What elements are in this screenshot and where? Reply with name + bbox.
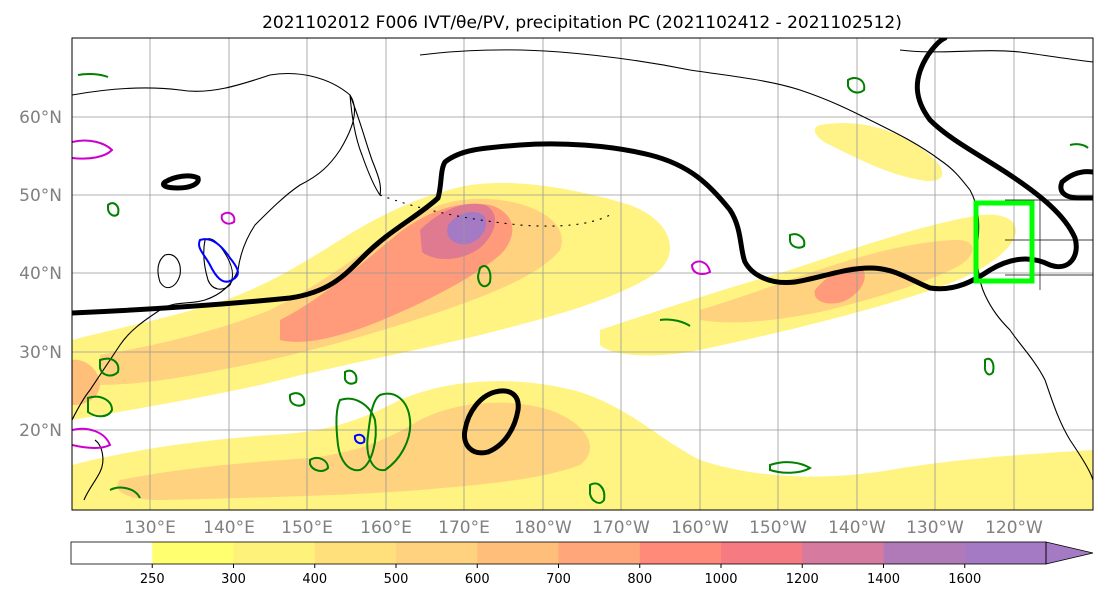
ivt-gulf-alaska <box>814 123 943 182</box>
ivt-core-max <box>447 211 487 245</box>
pv-contour <box>87 395 114 418</box>
colorbar-segment <box>721 542 803 564</box>
coastline-philippines <box>83 439 104 501</box>
colorbar-tick-label: 400 <box>302 572 327 587</box>
colorbar: 250 300 400 500 600 700 800 1000 1200 1400 1600 <box>70 541 1094 587</box>
pv-contours-green <box>77 72 1089 504</box>
pv-contours-blue <box>198 238 366 445</box>
lon-label: 170°E <box>438 518 490 538</box>
colorbar-segment <box>314 542 397 564</box>
lon-label: 160°E <box>360 518 412 538</box>
pv-contour <box>77 72 109 78</box>
lon-label: 170°W <box>592 518 650 538</box>
map-frame <box>71 37 1094 511</box>
ivt-west-edge <box>72 359 100 405</box>
latitude-labels: 60°N 50°N 40°N 30°N 20°N <box>19 108 62 441</box>
lon-label: 140°E <box>203 518 255 538</box>
pv-contour <box>769 461 812 474</box>
colorbar-segment <box>233 542 316 564</box>
lon-label: 150°W <box>749 518 807 538</box>
lon-label: 130°E <box>124 518 176 538</box>
colorbar-segment <box>883 542 966 564</box>
lon-label: 140°W <box>828 518 886 538</box>
lat-label: 40°N <box>19 264 62 284</box>
colorbar-tick-label: 1000 <box>704 572 737 587</box>
pv-contour <box>343 369 358 385</box>
theta-e-east-arc <box>1058 169 1093 201</box>
colorbar-segment <box>477 542 559 564</box>
lat-label: 50°N <box>19 186 62 206</box>
highlight-box <box>973 200 1035 284</box>
ivt-band-east-high <box>814 266 865 304</box>
pv-contour <box>107 202 120 217</box>
colorbar-segment <box>558 542 641 564</box>
pv-contour-magenta <box>72 139 114 160</box>
colorbar-tick-label: 700 <box>546 572 571 587</box>
colorbar-segment <box>396 542 478 564</box>
colorbar-tick-label: 300 <box>221 572 246 587</box>
pv-contour-magenta <box>72 427 112 449</box>
pv-contour <box>847 77 866 94</box>
colorbar-labels: 250 300 400 500 600 700 800 1000 1200 1400 1600 <box>140 564 981 587</box>
pv-contour-magenta <box>690 260 712 275</box>
theta-e-loop-south <box>461 388 521 456</box>
pv-contour <box>366 392 412 472</box>
coastline-korea <box>157 253 181 289</box>
pv-contour <box>99 357 120 377</box>
ivt-band-south-mid <box>117 402 591 500</box>
colorbar-extend-arrow <box>1045 541 1094 565</box>
pv-contour <box>789 233 806 249</box>
colorbar-segment <box>152 542 234 564</box>
pv-contours-magenta <box>72 139 712 449</box>
colorbar-tick-label: 600 <box>465 572 490 587</box>
coastline-kamchatka <box>349 94 382 197</box>
pv-contour <box>335 397 377 472</box>
coastline-asia <box>72 72 355 421</box>
map-panel <box>71 37 1094 511</box>
coastline-alaska <box>419 49 971 191</box>
state-borders <box>1005 199 1093 290</box>
pv-contour <box>289 392 306 407</box>
colorbar-segments <box>71 542 1047 564</box>
theta-e-contours <box>72 38 1093 456</box>
lon-label: 180°W <box>514 518 572 538</box>
pv-contour-blue <box>198 238 239 283</box>
pv-contour <box>1069 143 1089 149</box>
pv-contour <box>589 482 606 504</box>
colorbar-tick-label: 1400 <box>867 572 900 587</box>
lon-label: 150°E <box>281 518 333 538</box>
theta-e-main <box>72 38 1079 316</box>
figure-title: 2021102012 F006 IVT/θe/PV, precipitation… <box>262 13 902 33</box>
pv-contour <box>659 318 691 327</box>
lon-label: 160°W <box>671 518 729 538</box>
longitude-labels: 130°E 140°E 150°E 160°E 170°E 180°W 170°… <box>124 518 1043 538</box>
lon-label: 130°W <box>906 518 964 538</box>
pv-contour <box>109 486 141 499</box>
lat-label: 30°N <box>19 343 62 363</box>
colorbar-segment <box>71 542 153 564</box>
colorbar-segment <box>639 542 722 564</box>
pv-contour-blue <box>353 433 366 445</box>
colorbar-tick-label: 1200 <box>786 572 819 587</box>
colorbar-tick-label: 250 <box>140 572 165 587</box>
colorbar-tick-label: 1600 <box>948 572 981 587</box>
lon-label: 120°W <box>985 518 1043 538</box>
colorbar-segment <box>964 542 1047 564</box>
lat-label: 20°N <box>19 421 62 441</box>
colorbar-tick-label: 500 <box>384 572 409 587</box>
colorbar-tick-label: 800 <box>627 572 652 587</box>
pv-contour <box>476 264 492 288</box>
theta-e-loop-small <box>161 173 201 191</box>
lat-label: 60°N <box>19 108 62 128</box>
pv-contour <box>983 357 995 376</box>
colorbar-segment <box>802 542 884 564</box>
pv-contour <box>309 457 330 472</box>
pv-contour-magenta <box>220 211 236 225</box>
